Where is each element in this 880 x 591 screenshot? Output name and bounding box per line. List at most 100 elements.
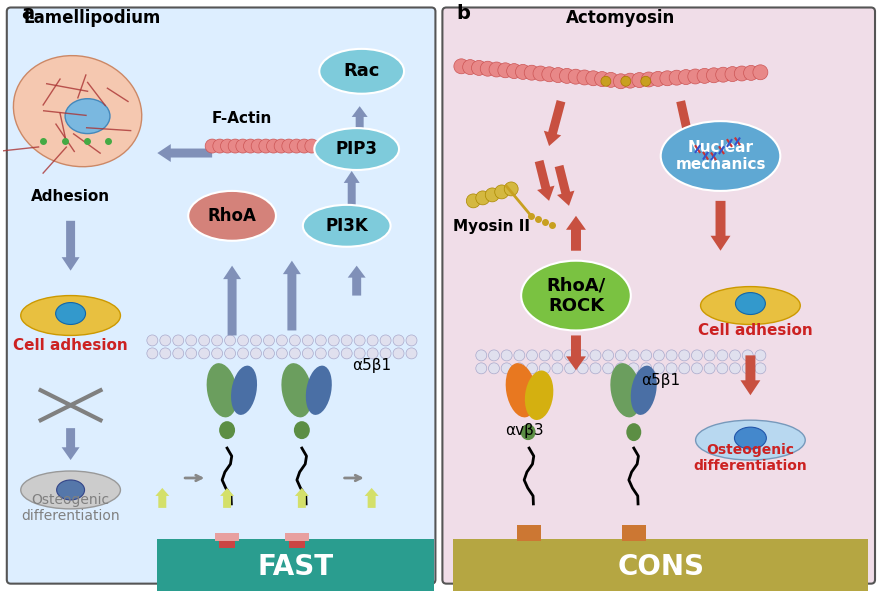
Ellipse shape <box>13 56 142 167</box>
Circle shape <box>715 67 730 82</box>
Circle shape <box>290 335 300 346</box>
Circle shape <box>498 63 513 78</box>
Circle shape <box>590 350 601 361</box>
Ellipse shape <box>700 287 800 324</box>
Ellipse shape <box>611 363 642 417</box>
Ellipse shape <box>631 366 656 415</box>
Circle shape <box>628 363 639 374</box>
Circle shape <box>354 348 365 359</box>
Text: PI3K: PI3K <box>326 217 368 235</box>
Circle shape <box>730 363 740 374</box>
Circle shape <box>160 335 171 346</box>
Polygon shape <box>544 100 565 146</box>
Circle shape <box>717 350 728 361</box>
Circle shape <box>393 348 404 359</box>
Ellipse shape <box>56 480 84 500</box>
Ellipse shape <box>55 303 85 324</box>
Circle shape <box>480 61 495 76</box>
Circle shape <box>514 363 524 374</box>
Bar <box>517 525 541 541</box>
Ellipse shape <box>294 421 310 439</box>
FancyArrow shape <box>220 488 234 508</box>
Circle shape <box>669 70 684 85</box>
Circle shape <box>472 60 487 76</box>
Circle shape <box>282 139 296 153</box>
Circle shape <box>199 335 209 346</box>
Circle shape <box>533 66 548 81</box>
Circle shape <box>692 350 702 361</box>
Circle shape <box>489 62 504 77</box>
Text: a: a <box>21 5 34 24</box>
Polygon shape <box>554 165 575 206</box>
Circle shape <box>205 139 219 153</box>
Circle shape <box>251 348 261 359</box>
Circle shape <box>601 76 611 86</box>
Circle shape <box>666 363 677 374</box>
Circle shape <box>267 139 281 153</box>
Circle shape <box>755 350 766 361</box>
Circle shape <box>577 350 588 361</box>
Ellipse shape <box>521 261 631 330</box>
Circle shape <box>542 67 557 82</box>
Polygon shape <box>676 100 696 146</box>
FancyBboxPatch shape <box>7 8 436 584</box>
Polygon shape <box>62 428 79 460</box>
Circle shape <box>476 363 487 374</box>
Ellipse shape <box>524 371 554 420</box>
Circle shape <box>552 350 563 361</box>
Circle shape <box>354 335 365 346</box>
Circle shape <box>228 139 242 153</box>
Bar <box>158 539 435 590</box>
Circle shape <box>502 363 512 374</box>
Circle shape <box>565 350 576 361</box>
Polygon shape <box>535 160 554 201</box>
Circle shape <box>704 350 715 361</box>
Circle shape <box>603 350 613 361</box>
Circle shape <box>259 139 273 153</box>
Circle shape <box>147 335 158 346</box>
Circle shape <box>172 335 184 346</box>
Circle shape <box>654 350 664 361</box>
Polygon shape <box>348 266 366 296</box>
Polygon shape <box>740 355 760 395</box>
Circle shape <box>514 350 524 361</box>
Text: Osteogenic
differentiation: Osteogenic differentiation <box>693 443 807 473</box>
Circle shape <box>753 65 768 80</box>
Circle shape <box>552 363 563 374</box>
Ellipse shape <box>207 363 238 417</box>
Circle shape <box>692 363 702 374</box>
Circle shape <box>328 335 339 346</box>
Circle shape <box>341 335 352 346</box>
Circle shape <box>504 182 518 196</box>
Circle shape <box>744 66 759 80</box>
Circle shape <box>406 335 417 346</box>
Bar <box>219 533 235 548</box>
Ellipse shape <box>695 420 805 460</box>
Circle shape <box>660 71 675 86</box>
Circle shape <box>199 348 209 359</box>
Circle shape <box>488 363 500 374</box>
Polygon shape <box>710 201 730 251</box>
Circle shape <box>495 185 509 199</box>
Circle shape <box>275 139 288 153</box>
Bar <box>453 539 868 590</box>
Text: PIP3: PIP3 <box>335 140 378 158</box>
Circle shape <box>742 350 753 361</box>
Circle shape <box>236 139 250 153</box>
Text: FAST: FAST <box>258 553 334 581</box>
Ellipse shape <box>188 191 276 241</box>
Circle shape <box>742 363 753 374</box>
Circle shape <box>380 335 391 346</box>
Text: RhoA/
ROCK: RhoA/ ROCK <box>546 276 605 315</box>
Circle shape <box>328 348 339 359</box>
Ellipse shape <box>521 424 536 440</box>
Circle shape <box>524 65 539 80</box>
Circle shape <box>315 348 326 359</box>
Circle shape <box>577 70 592 85</box>
Polygon shape <box>224 266 241 336</box>
Circle shape <box>641 363 652 374</box>
Circle shape <box>678 363 690 374</box>
Circle shape <box>160 348 171 359</box>
Ellipse shape <box>319 49 404 94</box>
Circle shape <box>367 348 378 359</box>
